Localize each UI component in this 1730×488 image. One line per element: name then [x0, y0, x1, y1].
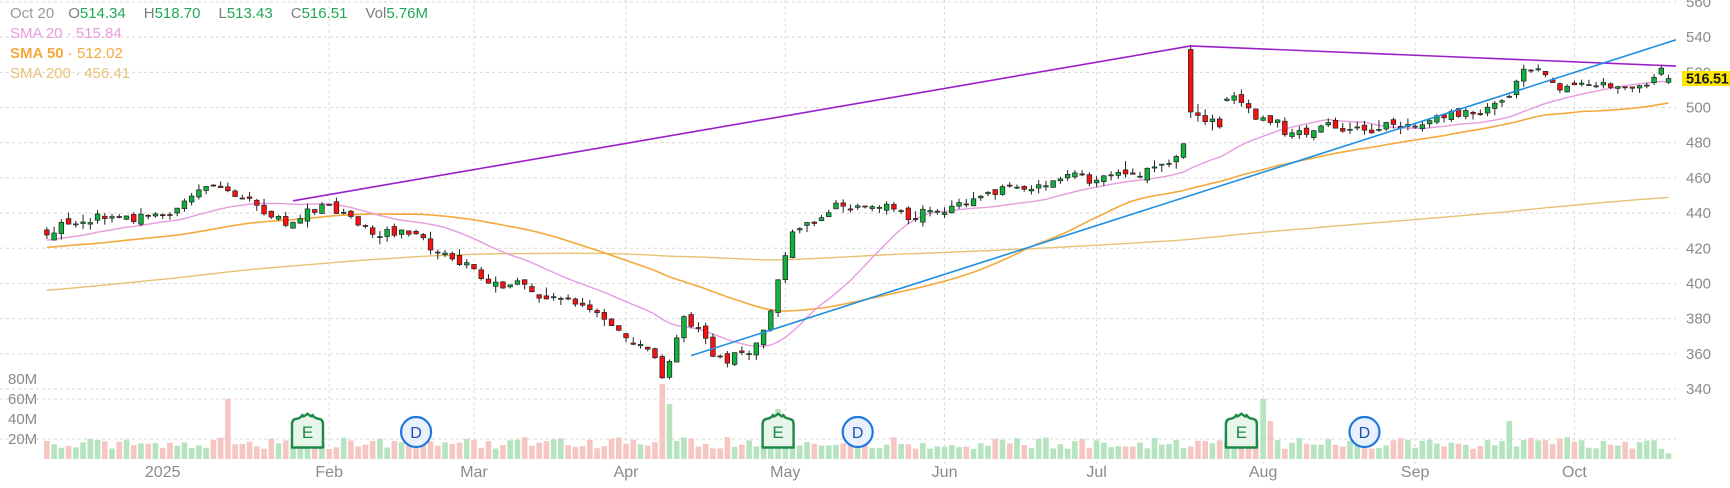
svg-text:D: D [1359, 425, 1371, 442]
svg-text:516.51: 516.51 [1686, 72, 1729, 88]
svg-text:E: E [772, 423, 783, 442]
svg-text:Aug: Aug [1249, 464, 1277, 481]
svg-text:E: E [1236, 423, 1247, 442]
svg-text:Jun: Jun [932, 464, 958, 481]
svg-text:560: 560 [1686, 0, 1711, 11]
svg-text:Sep: Sep [1401, 464, 1430, 481]
svg-text:Mar: Mar [460, 464, 488, 481]
svg-text:340: 340 [1686, 381, 1711, 398]
svg-text:20M: 20M [8, 431, 37, 448]
svg-text:480: 480 [1686, 135, 1711, 152]
svg-text:460: 460 [1686, 170, 1711, 187]
svg-text:440: 440 [1686, 205, 1711, 222]
svg-text:360: 360 [1686, 346, 1711, 363]
svg-text:80M: 80M [8, 371, 37, 388]
svg-text:D: D [852, 425, 864, 442]
svg-text:380: 380 [1686, 311, 1711, 328]
svg-text:Apr: Apr [614, 464, 640, 481]
svg-text:2025: 2025 [145, 464, 181, 481]
svg-text:May: May [770, 464, 800, 481]
svg-text:Feb: Feb [315, 464, 343, 481]
svg-text:40M: 40M [8, 411, 37, 428]
svg-text:Jul: Jul [1086, 464, 1106, 481]
svg-text:400: 400 [1686, 275, 1711, 292]
svg-text:60M: 60M [8, 391, 37, 408]
svg-text:420: 420 [1686, 240, 1711, 257]
svg-text:540: 540 [1686, 29, 1711, 46]
svg-text:E: E [302, 423, 313, 442]
svg-text:Oct: Oct [1562, 464, 1587, 481]
svg-text:500: 500 [1686, 100, 1711, 117]
svg-text:D: D [410, 425, 422, 442]
